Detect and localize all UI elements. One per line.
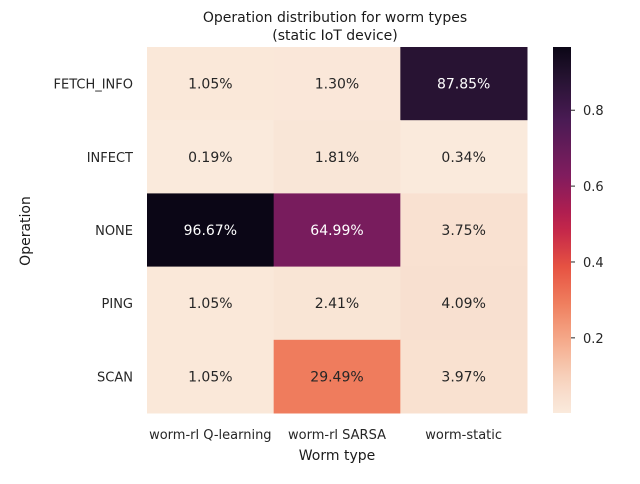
colorbar-tick-label: 0.8 <box>583 104 604 119</box>
y-tick-labels: FETCH_INFO INFECT NONE PING SCAN <box>54 78 134 386</box>
heatmap-cell-label: 87.85% <box>437 77 490 93</box>
heatmap-cells <box>147 47 528 414</box>
colorbar-tick-label: 0.6 <box>583 180 604 195</box>
heatmap-cell-label: 0.19% <box>188 150 232 166</box>
heatmap-cell-label: 1.05% <box>188 77 232 93</box>
heatmap-cell <box>400 339 528 414</box>
heatmap-cell-label: 1.05% <box>188 369 232 385</box>
heatmap-cell <box>273 266 401 341</box>
heatmap-cell-label: 1.05% <box>188 296 232 312</box>
heatmap-cell <box>147 193 275 268</box>
heatmap-cell-label: 2.41% <box>315 296 359 312</box>
chart-title: Operation distribution for worm types <box>203 10 467 26</box>
heatmap-cell <box>147 339 275 414</box>
y-tick-label: SCAN <box>97 370 133 385</box>
x-axis-label: Worm type <box>299 448 375 464</box>
heatmap-cell <box>273 193 401 268</box>
heatmap-cell <box>273 47 401 121</box>
y-tick-label: PING <box>102 297 133 312</box>
colorbar-tick-label: 0.2 <box>583 332 604 347</box>
heatmap-cell-label: 4.09% <box>441 296 485 312</box>
heatmap-cell-label: 1.81% <box>315 150 359 166</box>
x-tick-labels: worm-rl Q-learning worm-rl SARSA worm-stat… <box>149 428 502 443</box>
chart-subtitle: (static IoT device) <box>272 28 398 44</box>
heatmap-cell <box>147 120 275 194</box>
heatmap-cell <box>273 339 401 414</box>
heatmap-cell-label: 64.99% <box>310 223 363 239</box>
heatmap-cell <box>273 120 401 194</box>
heatmap-cell <box>400 120 528 194</box>
x-tick-label: worm-static <box>425 428 502 443</box>
heatmap-cell <box>400 193 528 268</box>
heatmap-cell-labels: 1.05% 1.30% 87.85% 0.19% 1.81% 0.34% 96.67% 64.… <box>184 77 491 386</box>
colorbar-tick-label: 0.4 <box>583 256 604 271</box>
y-axis-label: Operation <box>18 196 34 266</box>
heatmap-cell <box>147 47 275 121</box>
colorbar-gradient <box>553 47 571 413</box>
y-tick-label: INFECT <box>87 151 133 166</box>
colorbar: 0.2 0.4 0.6 0.8 <box>553 47 604 413</box>
heatmap-cell-label: 29.49% <box>310 369 363 385</box>
x-tick-label: worm-rl SARSA <box>288 428 386 443</box>
heatmap-cell <box>147 266 275 341</box>
heatmap-cell-label: 0.34% <box>441 150 485 166</box>
heatmap-cell-label: 3.75% <box>441 223 485 239</box>
heatmap-cell-label: 1.30% <box>315 77 359 93</box>
y-tick-label: NONE <box>95 224 133 239</box>
heatmap-cell <box>400 266 528 341</box>
y-tick-label: FETCH_INFO <box>54 78 134 93</box>
heatmap-cell-label: 96.67% <box>184 223 237 239</box>
heatmap-cell-label: 3.97% <box>441 369 485 385</box>
x-tick-label: worm-rl Q-learning <box>149 428 271 443</box>
heatmap-cell <box>400 47 528 121</box>
